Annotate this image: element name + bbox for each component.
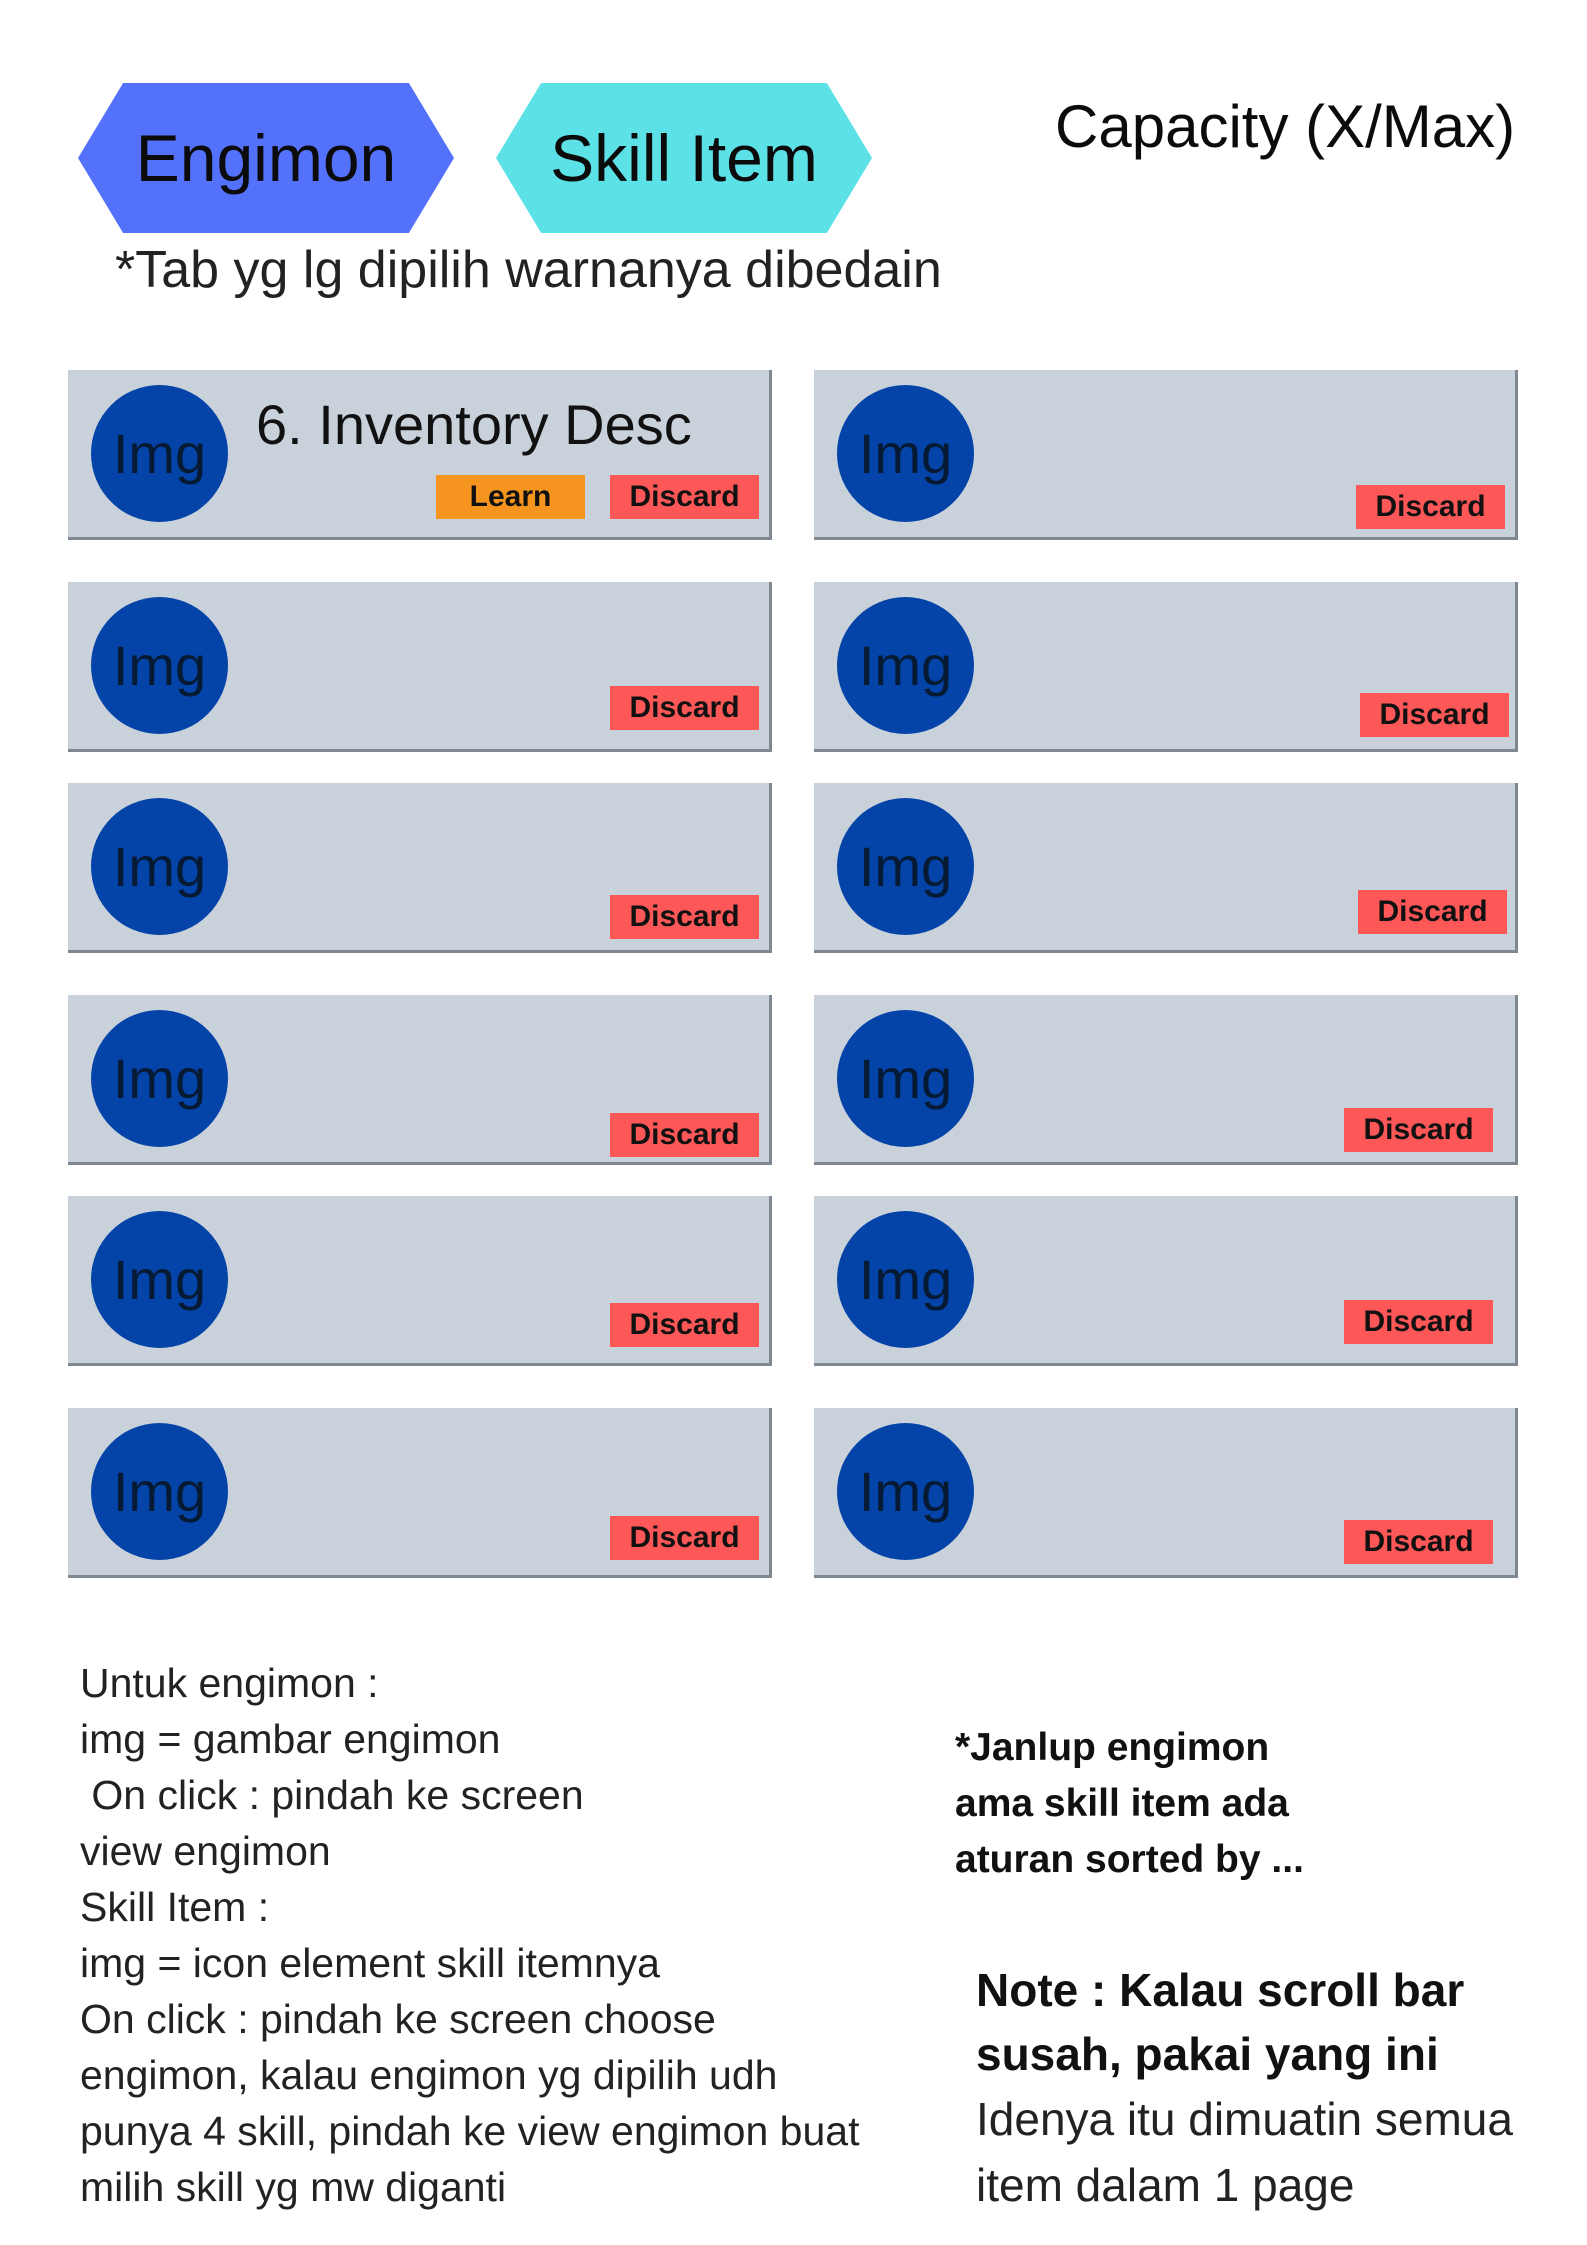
inventory-item[interactable]: Img Discard <box>68 995 772 1165</box>
discard-button[interactable]: Discard <box>1344 1108 1493 1152</box>
item-image[interactable]: Img <box>91 597 228 734</box>
item-description: 6. Inventory Desc <box>256 393 692 456</box>
discard-button[interactable]: Discard <box>610 475 759 519</box>
tab-engimon-label: Engimon <box>135 121 397 195</box>
img-label: Img <box>858 422 953 485</box>
img-label: Img <box>112 634 207 697</box>
discard-button[interactable]: Discard <box>1344 1300 1493 1344</box>
scroll-note-line: item dalam 1 page <box>976 2159 1355 2211</box>
item-image[interactable]: Img <box>837 597 974 734</box>
scroll-note: Note : Kalau scroll bar susah, pakai yan… <box>976 1958 1513 2218</box>
item-image[interactable]: Img <box>91 1010 228 1147</box>
discard-button[interactable]: Discard <box>1344 1520 1493 1564</box>
item-image[interactable]: Img <box>837 1211 974 1348</box>
inventory-item[interactable]: Img Discard <box>814 1408 1518 1578</box>
scroll-note-line: Idenya itu dimuatin semua <box>976 2093 1513 2145</box>
inventory-item[interactable]: Img Discard <box>68 1408 772 1578</box>
note-line: On click : pindah ke screen <box>80 1772 584 1818</box>
item-image[interactable]: Img <box>837 798 974 935</box>
inventory-item[interactable]: Img Discard <box>814 995 1518 1165</box>
usage-notes: Untuk engimon : img = gambar engimon On … <box>80 1655 900 2215</box>
item-image[interactable]: Img <box>91 1423 228 1560</box>
note-line: img = gambar engimon <box>80 1716 501 1762</box>
sort-note: *Janlup engimon ama skill item ada atura… <box>955 1720 1304 1888</box>
item-image[interactable]: Img <box>91 798 228 935</box>
img-label: Img <box>112 1047 207 1110</box>
img-label: Img <box>858 1047 953 1110</box>
item-image[interactable]: Img <box>91 1211 228 1348</box>
note-line: img = icon element skill itemnya <box>80 1940 660 1986</box>
inventory-item[interactable]: Img Discard <box>814 783 1518 953</box>
discard-button[interactable]: Discard <box>1358 890 1507 934</box>
note-line: Untuk engimon : <box>80 1660 379 1706</box>
note-line: Skill Item : <box>80 1884 270 1930</box>
tab-skill-item[interactable]: Skill Item <box>496 83 872 233</box>
item-image[interactable]: Img <box>91 385 228 522</box>
item-image[interactable]: Img <box>837 385 974 522</box>
discard-button[interactable]: Discard <box>610 1113 759 1157</box>
tab-note: *Tab yg lg dipilih warnanya dibedain <box>115 241 942 299</box>
learn-button[interactable]: Learn <box>436 475 585 519</box>
img-label: Img <box>858 634 953 697</box>
sort-note-line: *Janlup engimon <box>955 1726 1270 1769</box>
discard-button[interactable]: Discard <box>610 1516 759 1560</box>
img-label: Img <box>858 835 953 898</box>
capacity-label: Capacity (X/Max) <box>1055 93 1516 160</box>
note-line: view engimon <box>80 1828 331 1874</box>
inventory-item[interactable]: Img Discard <box>814 1196 1518 1366</box>
note-line: punya 4 skill, pindah ke view engimon bu… <box>80 2108 860 2154</box>
inventory-item[interactable]: Img Discard <box>68 783 772 953</box>
discard-button[interactable]: Discard <box>1356 485 1505 529</box>
item-image[interactable]: Img <box>837 1010 974 1147</box>
tab-engimon[interactable]: Engimon <box>78 83 454 233</box>
scroll-note-bold-line: susah, pakai yang ini <box>976 2028 1439 2080</box>
scroll-note-bold-line: Note : Kalau scroll bar <box>976 1964 1465 2016</box>
img-label: Img <box>858 1460 953 1523</box>
inventory-item[interactable]: Img 6. Inventory Desc Learn Discard <box>68 370 772 540</box>
discard-button[interactable]: Discard <box>1360 693 1509 737</box>
note-line: engimon, kalau engimon yg dipilih udh <box>80 2052 778 2098</box>
note-line: milih skill yg mw diganti <box>80 2164 507 2210</box>
img-label: Img <box>112 1460 207 1523</box>
inventory-item[interactable]: Img Discard <box>814 582 1518 752</box>
sort-note-line: aturan sorted by ... <box>955 1838 1304 1881</box>
discard-button[interactable]: Discard <box>610 895 759 939</box>
inventory-item[interactable]: Img Discard <box>814 370 1518 540</box>
item-image[interactable]: Img <box>837 1423 974 1560</box>
img-label: Img <box>858 1248 953 1311</box>
tab-skill-item-label: Skill Item <box>550 121 818 195</box>
inventory-item[interactable]: Img Discard <box>68 582 772 752</box>
discard-button[interactable]: Discard <box>610 686 759 730</box>
img-label: Img <box>112 1248 207 1311</box>
sort-note-line: ama skill item ada <box>955 1782 1289 1825</box>
img-label: Img <box>112 422 207 485</box>
img-label: Img <box>112 835 207 898</box>
discard-button[interactable]: Discard <box>610 1303 759 1347</box>
inventory-item[interactable]: Img Discard <box>68 1196 772 1366</box>
note-line: On click : pindah ke screen choose <box>80 1996 716 2042</box>
